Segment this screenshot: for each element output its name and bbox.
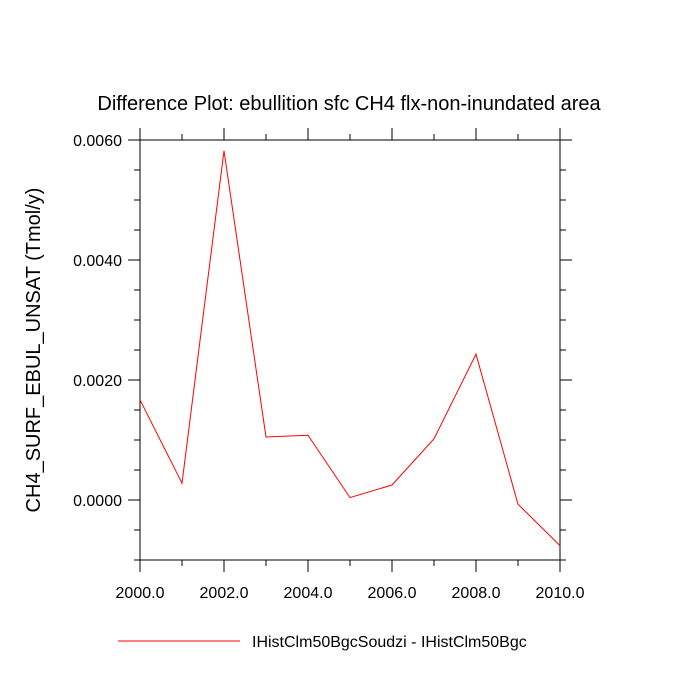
x-tick-label: 2010.0 — [536, 585, 585, 602]
x-tick-label: 2000.0 — [116, 585, 165, 602]
x-tick-label: 2008.0 — [452, 585, 501, 602]
chart-title: Difference Plot: ebullition sfc CH4 flx-… — [97, 93, 601, 115]
legend-label: IHistClm50BgcSoudzi - IHistClm50Bgc — [252, 634, 527, 651]
legend: IHistClm50BgcSoudzi - IHistClm50Bgc — [118, 634, 527, 651]
plot-area: 0.0000 0.0020 0.0040 0.0060 2000.0 2002.0 2004… — [73, 128, 585, 602]
x-tick-label: 2004.0 — [284, 585, 333, 602]
x-tick-label: 2002.0 — [200, 585, 249, 602]
series-line — [139, 150, 561, 546]
y-tick-label: 0.0000 — [73, 493, 122, 510]
y-tick-label: 0.0060 — [73, 133, 122, 150]
y-tick-label: 0.0020 — [73, 373, 122, 390]
y-tick-label: 0.0040 — [73, 253, 122, 270]
y-axis-title: CH4_SURF_EBUL_UNSAT (Tmol/y) — [23, 188, 45, 513]
x-tick-label: 2006.0 — [368, 585, 417, 602]
